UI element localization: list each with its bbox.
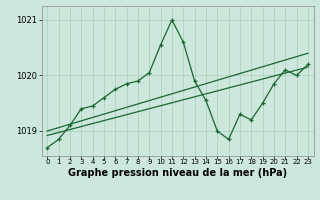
- X-axis label: Graphe pression niveau de la mer (hPa): Graphe pression niveau de la mer (hPa): [68, 168, 287, 178]
